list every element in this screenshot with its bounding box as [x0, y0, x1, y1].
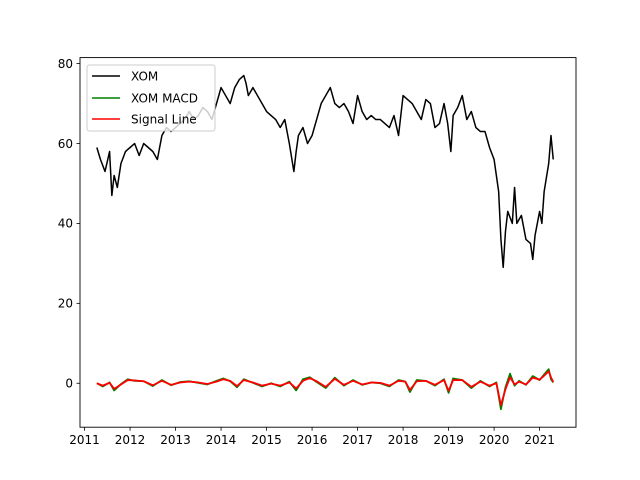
x-tick-label: 2021: [524, 433, 555, 447]
legend-label-xom: XOM: [131, 70, 158, 84]
x-tick-label: 2016: [297, 433, 328, 447]
x-tick-label: 2018: [388, 433, 419, 447]
y-tick-label: 20: [58, 297, 73, 311]
x-tick-label: 2013: [160, 433, 191, 447]
y-tick-label: 80: [58, 57, 73, 71]
axes-frame: [79, 57, 577, 428]
y-tick-label: 60: [58, 137, 73, 151]
legend-label-xom-macd: XOM MACD: [131, 92, 198, 106]
x-tick-label: 2017: [342, 433, 373, 447]
y-tick-label: 40: [58, 217, 73, 231]
y-axis: 0 20 40 60 80: [58, 57, 80, 391]
x-tick-label: 2012: [115, 433, 146, 447]
legend-frame: [86, 64, 216, 132]
x-tick-label: 2014: [206, 433, 237, 447]
x-tick-label: 2020: [479, 433, 510, 447]
x-tick-label: 2015: [251, 433, 282, 447]
legend: XOM XOM MACD Signal Line: [86, 64, 216, 132]
x-axis: 2011 2012 2013 2014 2015 2016 2017 2018 2019 2020…: [69, 427, 555, 447]
x-tick-label: 2019: [433, 433, 464, 447]
x-tick-label: 2011: [69, 433, 100, 447]
y-tick-label: 0: [65, 377, 73, 391]
legend-label-signal-line: Signal Line: [131, 113, 197, 127]
series-line-signal-line: [96, 370, 555, 407]
